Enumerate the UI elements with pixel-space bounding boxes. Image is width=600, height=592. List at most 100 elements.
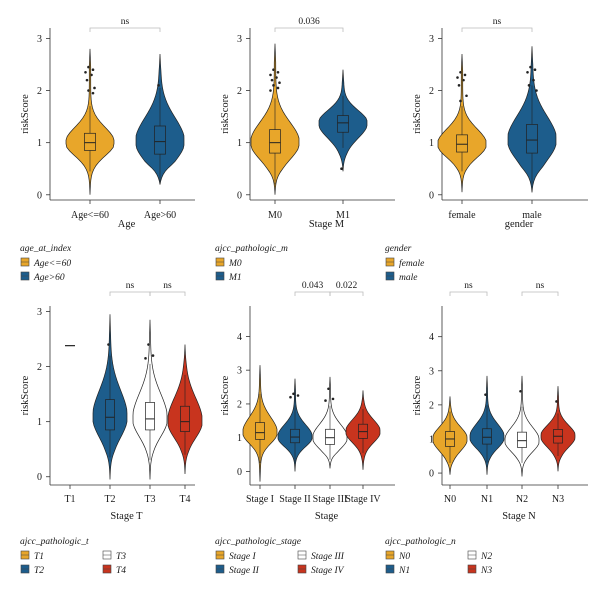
outlier-point	[533, 68, 537, 71]
x-tick-label: T4	[179, 494, 190, 505]
y-axis-title: riskScore	[412, 375, 423, 415]
comparison-label: ns	[493, 17, 502, 27]
y-tick-label: 2	[37, 362, 42, 373]
box	[180, 405, 190, 432]
legend-title: ajcc_pathologic_t	[20, 537, 89, 547]
box	[84, 132, 96, 151]
y-tick-label: 2	[237, 399, 242, 410]
outlier-point	[276, 86, 280, 90]
outlier-point	[459, 71, 462, 74]
y-tick-label: 3	[37, 34, 42, 45]
legend-label: T1	[34, 552, 44, 562]
outlier-point	[529, 65, 532, 69]
legend-title: age_at_index	[20, 244, 72, 254]
legend: ajcc_pathologic_t T1 T3 T2 T4	[20, 537, 126, 576]
comparison-bracket	[294, 291, 331, 296]
x-tick-label: Age<=60	[71, 210, 109, 221]
box	[325, 428, 335, 445]
legend-label: Stage IV	[311, 566, 345, 576]
y-tick-label: 2	[429, 400, 434, 411]
y-tick-label: 3	[37, 307, 42, 318]
legend-label: T2	[34, 566, 44, 576]
outlier-point	[296, 394, 300, 397]
y-tick-label: 0	[237, 190, 242, 201]
x-tick-label: female	[448, 210, 476, 221]
outlier-point	[463, 73, 467, 77]
outlier-point	[93, 86, 96, 90]
outlier-point	[532, 78, 535, 82]
x-axis-title: Stage M	[309, 219, 345, 230]
y-tick-label: 1	[37, 138, 42, 149]
outlier-point	[151, 354, 155, 357]
outlier-point	[324, 399, 327, 402]
legend-label: N0	[398, 552, 410, 562]
y-axis-title: riskScore	[220, 94, 231, 134]
x-tick-label: Stage IV	[345, 494, 381, 505]
box	[337, 115, 349, 133]
outlier-point	[519, 389, 522, 393]
y-axis-title: riskScore	[20, 375, 31, 415]
y-tick-label: 3	[429, 366, 434, 377]
legend-label: Stage III	[311, 552, 345, 562]
legend-title: ajcc_pathologic_m	[215, 244, 288, 254]
legend: ajcc_pathologic_m M0 M1	[215, 244, 288, 283]
legend-label: Age<=60	[33, 259, 71, 269]
outlier-point	[157, 84, 160, 87]
x-tick-label: M0	[268, 210, 282, 221]
y-tick-label: 1	[237, 138, 242, 149]
comparison-bracket	[329, 291, 364, 296]
outlier-point	[555, 400, 558, 403]
legend-label: N3	[480, 566, 492, 576]
legend-label: M0	[228, 259, 242, 269]
comparison-bracket	[521, 291, 559, 296]
outlier-point	[269, 73, 272, 77]
x-tick-label: Stage II	[279, 494, 310, 505]
legend-label: M1	[228, 273, 242, 283]
legend-title: ajcc_pathologic_stage	[215, 537, 301, 547]
y-tick-label: 1	[429, 434, 434, 445]
y-axis-title: riskScore	[220, 375, 231, 415]
legend-label: Stage II	[229, 566, 260, 576]
x-tick-label: M1	[336, 210, 350, 221]
comparison-bracket	[89, 27, 161, 32]
comparison-label: 0.036	[298, 17, 320, 27]
violin-panel-4: 0 1 2 3 riskScore T1 T2 T3 T4 Stage T ns ns ajcc_pat…	[20, 281, 203, 576]
outlier-point	[275, 76, 278, 79]
outlier-point	[272, 68, 275, 71]
outlier-point	[456, 76, 459, 79]
comparison-label: 0.022	[336, 281, 358, 291]
legend: age_at_index Age<=60 Age>60	[20, 244, 72, 283]
comparison-label: ns	[126, 281, 135, 291]
x-axis-title: Age	[118, 219, 136, 230]
x-tick-label: Stage I	[246, 494, 274, 505]
legend: ajcc_pathologic_n N0 N2 N1 N3	[385, 537, 492, 576]
outlier-point	[270, 78, 274, 82]
outlier-point	[457, 84, 461, 87]
outlier-point	[459, 99, 462, 103]
legend-label: N2	[480, 552, 492, 562]
legend-label: T3	[116, 552, 126, 562]
outlier-point	[85, 78, 89, 82]
outlier-point	[90, 73, 93, 77]
outlier-point	[484, 393, 487, 396]
box	[526, 124, 538, 154]
box	[290, 428, 300, 444]
box	[105, 399, 115, 431]
x-tick-label: T1	[64, 494, 75, 505]
x-tick-label: N3	[552, 494, 564, 505]
y-axis-title: riskScore	[20, 94, 31, 134]
outlier-point	[84, 71, 87, 74]
legend: gender female male	[385, 244, 424, 283]
x-tick-label: T2	[104, 494, 115, 505]
outlier-point	[340, 167, 343, 171]
y-tick-label: 2	[429, 86, 434, 97]
outlier-point	[147, 343, 150, 346]
outlier-point	[527, 84, 531, 87]
y-tick-label: 0	[37, 190, 42, 201]
comparison-label: ns	[536, 281, 545, 291]
comparison-bracket	[274, 27, 344, 32]
y-tick-label: 0	[429, 469, 434, 480]
